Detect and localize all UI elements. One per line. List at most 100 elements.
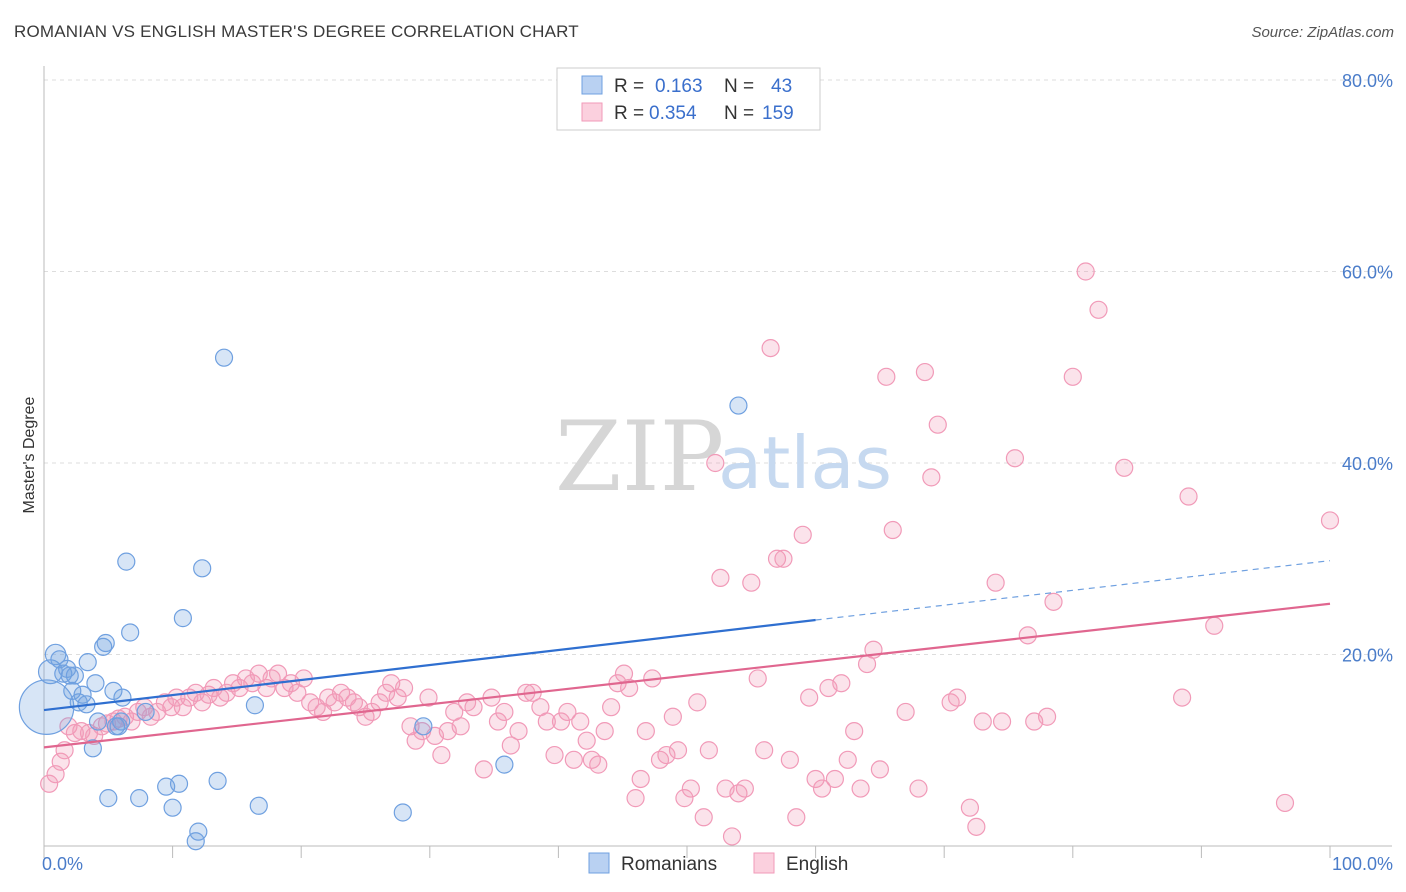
y-tick-label: 20.0% bbox=[1342, 646, 1393, 666]
english-point bbox=[663, 707, 682, 726]
english-point bbox=[602, 698, 621, 717]
english-point bbox=[1089, 300, 1108, 319]
trend-lines bbox=[43, 560, 1331, 749]
english-point bbox=[509, 721, 528, 741]
english-point bbox=[838, 750, 857, 769]
english-point bbox=[495, 702, 514, 722]
x-tick-label: 0.0% bbox=[42, 854, 83, 874]
english-point bbox=[909, 779, 928, 798]
watermark-zip: ZIP bbox=[555, 401, 724, 513]
legend-label-romanians: Romanians bbox=[621, 854, 717, 875]
english-point bbox=[545, 745, 564, 765]
english-point bbox=[947, 688, 967, 707]
english-point bbox=[675, 789, 694, 808]
romanian-point bbox=[60, 666, 79, 685]
legend-n-label: N = bbox=[724, 103, 754, 124]
romanian-point bbox=[50, 650, 69, 669]
y-tick-label: 40.0% bbox=[1342, 454, 1393, 474]
english-point bbox=[243, 674, 262, 693]
english-point bbox=[388, 688, 407, 707]
english-point bbox=[883, 520, 902, 540]
english-point bbox=[992, 712, 1012, 731]
english-point bbox=[1173, 688, 1192, 707]
romanian-point bbox=[208, 771, 227, 790]
english-point bbox=[711, 568, 730, 588]
english-point bbox=[1320, 511, 1340, 530]
english-point bbox=[577, 731, 596, 750]
english-point bbox=[986, 573, 1005, 592]
english-point bbox=[870, 760, 890, 779]
english-point bbox=[1179, 487, 1198, 506]
romanian-point bbox=[136, 702, 155, 722]
legend-n-value: 159 bbox=[762, 103, 794, 124]
english-point bbox=[896, 702, 915, 722]
romanian-point bbox=[393, 803, 412, 822]
english-point bbox=[877, 367, 896, 386]
romanian-point bbox=[249, 796, 268, 815]
english-point bbox=[767, 549, 787, 568]
english-point bbox=[922, 468, 941, 487]
english-point bbox=[620, 678, 639, 698]
english-point bbox=[688, 693, 707, 712]
romanian-point bbox=[121, 623, 140, 642]
english-point bbox=[755, 741, 774, 760]
english-points bbox=[40, 262, 1340, 846]
english-point bbox=[825, 769, 844, 789]
english-point bbox=[558, 702, 577, 722]
english-point bbox=[722, 827, 742, 846]
english-point bbox=[748, 669, 767, 688]
romanian-point bbox=[495, 755, 514, 774]
english-point bbox=[1044, 592, 1063, 611]
english-point bbox=[851, 779, 870, 798]
english-point bbox=[571, 712, 590, 731]
english-point bbox=[1115, 458, 1134, 477]
romanian-point bbox=[130, 789, 149, 808]
english-point bbox=[488, 712, 508, 731]
english-point bbox=[406, 731, 425, 750]
legend-swatch-english bbox=[753, 852, 775, 874]
romanian-point bbox=[65, 666, 84, 685]
english-point bbox=[1037, 707, 1057, 726]
legend-r-value: 0.354 bbox=[649, 103, 697, 124]
english-point bbox=[419, 688, 438, 707]
romanian-point bbox=[163, 798, 182, 817]
romanian-point bbox=[96, 633, 115, 653]
english-point bbox=[681, 779, 700, 798]
legend-r-label: R = bbox=[614, 76, 644, 97]
english-point bbox=[787, 808, 806, 827]
english-point bbox=[793, 525, 812, 544]
english-point bbox=[636, 721, 655, 741]
romanian-point bbox=[113, 688, 132, 707]
romanian-point bbox=[193, 559, 212, 578]
english-point bbox=[657, 745, 676, 765]
axes bbox=[43, 66, 1392, 858]
english-point bbox=[694, 808, 713, 827]
chart-title: ROMANIAN VS ENGLISH MASTER'S DEGREE CORR… bbox=[14, 22, 579, 41]
english-point bbox=[474, 760, 493, 779]
watermark-atlas: atlas bbox=[718, 421, 892, 505]
english-point bbox=[928, 415, 947, 434]
english-point bbox=[589, 755, 608, 774]
watermark: ZIP atlas bbox=[555, 401, 892, 513]
english-point bbox=[51, 752, 70, 771]
english-point bbox=[735, 779, 754, 798]
english-point bbox=[626, 789, 645, 808]
english-point bbox=[464, 698, 483, 717]
english-point bbox=[394, 678, 414, 698]
romanian-point bbox=[189, 822, 208, 841]
legend-label-english: English bbox=[786, 854, 848, 875]
legend-r-value: 0.163 bbox=[655, 76, 703, 97]
legend-swatch-romanians bbox=[588, 852, 610, 874]
romanian-point bbox=[99, 789, 118, 808]
romanian-point bbox=[729, 396, 748, 415]
romanian-trend-line bbox=[43, 618, 816, 712]
english-point bbox=[537, 712, 556, 731]
english-point bbox=[1005, 449, 1025, 468]
legend-n-label: N = bbox=[724, 76, 754, 97]
romanian-point bbox=[83, 739, 102, 758]
y-axis-title: Master's Degree bbox=[21, 396, 38, 513]
source-label: Source: ZipAtlas.com bbox=[1251, 24, 1394, 41]
english-point bbox=[780, 750, 799, 769]
romanian-points bbox=[18, 348, 748, 851]
